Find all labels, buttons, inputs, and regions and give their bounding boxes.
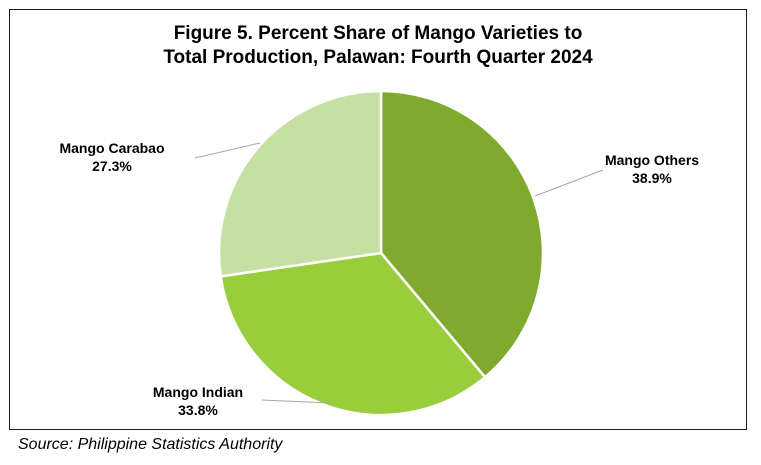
chart-title: Figure 5. Percent Share of Mango Varieti… bbox=[10, 22, 746, 70]
slice-value-mango-carabao: 27.3% bbox=[92, 158, 132, 174]
leader-line-mango-indian bbox=[261, 399, 331, 404]
slice-value-mango-others: 38.9% bbox=[632, 170, 672, 186]
pie-slices bbox=[217, 89, 545, 417]
slice-label-mango-indian: Mango Indian bbox=[153, 384, 243, 400]
pie-slice-mango-indian bbox=[219, 251, 487, 417]
slice-value-mango-indian: 33.8% bbox=[178, 402, 218, 418]
pie-slice-mango-others bbox=[379, 89, 545, 379]
source-note: Source: Philippine Statistics Authority bbox=[18, 436, 283, 453]
slice-labels: Mango Others 38.9% Mango Indian 33.8% Mango … bbox=[59, 140, 699, 418]
pie-slice-mango-carabao bbox=[217, 89, 383, 278]
chart-title-line-2: Total Production, Palawan: Fourth Quarte… bbox=[163, 47, 593, 68]
leader-lines bbox=[194, 142, 604, 404]
chart-title-line-1: Figure 5. Percent Share of Mango Varieti… bbox=[173, 23, 583, 44]
slice-label-mango-carabao: Mango Carabao bbox=[59, 140, 164, 156]
leader-line-mango-carabao bbox=[194, 142, 261, 159]
leader-line-mango-others bbox=[534, 169, 604, 197]
slice-label-mango-others: Mango Others bbox=[605, 152, 699, 168]
